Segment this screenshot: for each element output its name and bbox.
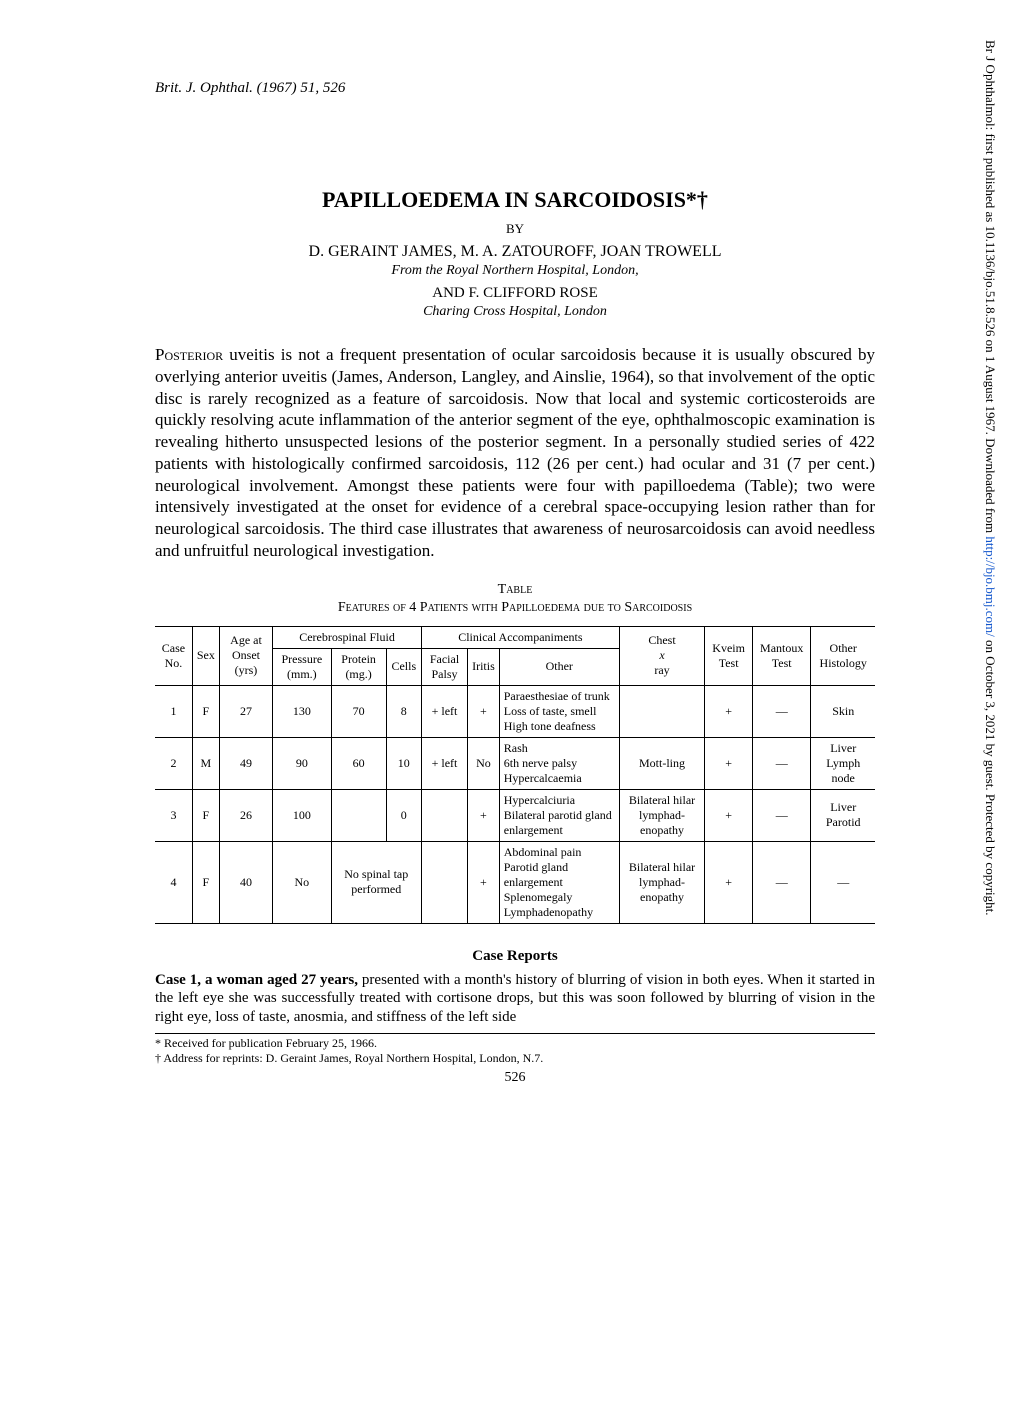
col-group-clinical: Clinical Accompaniments: [421, 626, 619, 648]
features-table: Case No. Sex Age at Onset (yrs) Cerebros…: [155, 626, 875, 924]
col-other-clin: Other: [499, 648, 619, 685]
byline: BY: [155, 221, 875, 237]
col-age: Age at Onset (yrs): [219, 626, 272, 685]
side-link[interactable]: http://bjo.bmj.com/: [983, 536, 998, 636]
col-pressure: Pressure (mm.): [273, 648, 331, 685]
table-row: 1F27130708+ left+Paraesthesiae of trunkL…: [155, 685, 875, 737]
col-chest: Chestxray: [619, 626, 704, 685]
affiliation-2: Charing Cross Hospital, London: [155, 304, 875, 320]
authors-line-2: AND F. CLIFFORD ROSE: [155, 285, 875, 302]
journal-reference: Brit. J. Ophthal. (1967) 51, 526: [155, 80, 875, 97]
article-title: PAPILLOEDEMA IN SARCOIDOSIS*†: [155, 187, 875, 213]
col-group-csf: Cerebrospinal Fluid: [273, 626, 422, 648]
col-protein: Protein (mg.): [331, 648, 386, 685]
side-citation-text: Br J Ophthalmol: first published as 10.1…: [980, 40, 998, 1380]
footnote-rule: [155, 1033, 875, 1034]
page-number: 526: [155, 1070, 875, 1086]
col-iritis: Iritis: [468, 648, 500, 685]
col-case-no: Case No.: [155, 626, 192, 685]
table-label: Table: [155, 582, 875, 598]
table-row: 4F40NoNo spinal tap performed+Abdominal …: [155, 841, 875, 923]
footnote-2: † Address for reprints: D. Geraint James…: [155, 1051, 875, 1066]
case-1-text: Case 1, a woman aged 27 years, presented…: [155, 971, 875, 1027]
table-row: 2M49906010+ leftNoRash6th nerve palsyHyp…: [155, 737, 875, 789]
table-title: Features of 4 Patients with Papilloedema…: [155, 600, 875, 616]
authors-line-1: D. GERAINT JAMES, M. A. ZATOUROFF, JOAN …: [155, 243, 875, 261]
col-facial: Facial Palsy: [421, 648, 467, 685]
col-kveim: Kveim Test: [705, 626, 753, 685]
col-mantoux: Mantoux Test: [753, 626, 811, 685]
col-sex: Sex: [192, 626, 219, 685]
col-histology: Other Histology: [811, 626, 875, 685]
body-paragraph: Posterior uveitis is not a frequent pres…: [155, 344, 875, 562]
footnote-1: * Received for publication February 25, …: [155, 1036, 875, 1051]
footnotes: * Received for publication February 25, …: [155, 1036, 875, 1066]
col-cells: Cells: [386, 648, 421, 685]
affiliation-1: From the Royal Northern Hospital, London…: [155, 263, 875, 279]
case-reports-heading: Case Reports: [155, 948, 875, 965]
table-row: 3F261000+HypercalciuriaBilateral parotid…: [155, 789, 875, 841]
